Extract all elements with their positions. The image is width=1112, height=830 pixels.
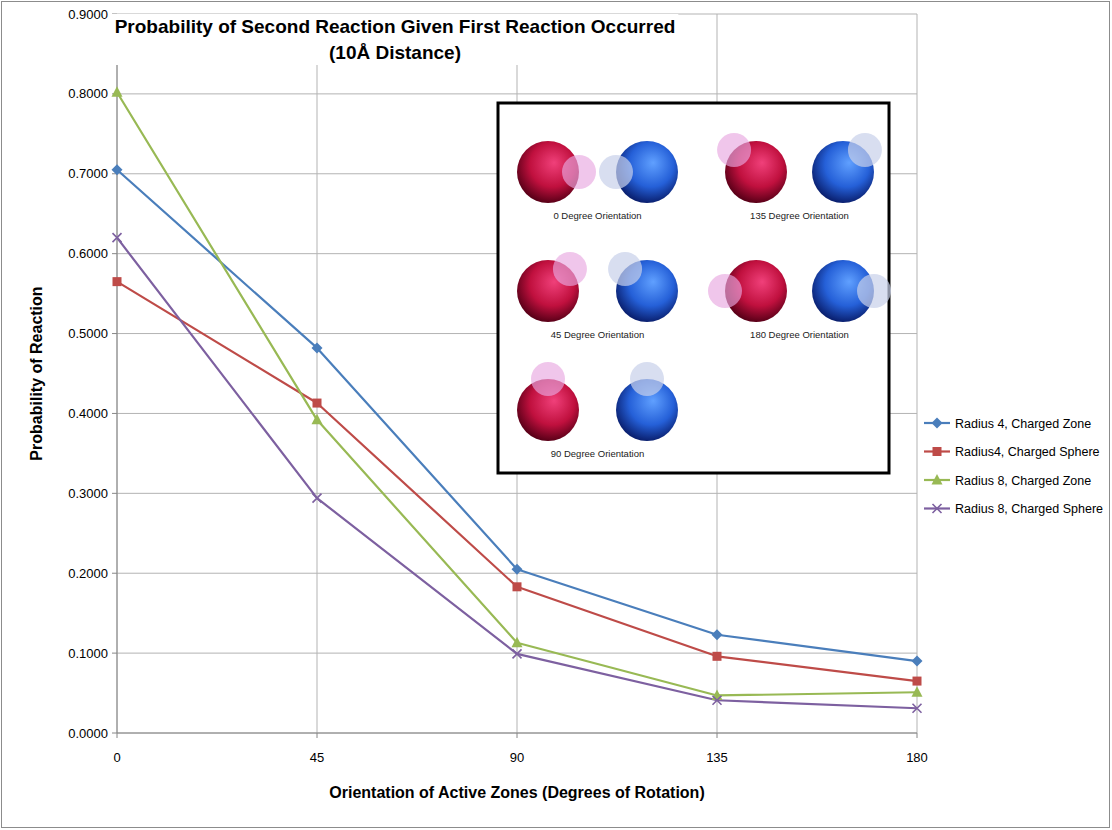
blue-active-zone (857, 274, 891, 308)
marker (912, 656, 923, 667)
y-axis (117, 14, 118, 733)
legend-marker-shape (932, 418, 943, 429)
inset-label: 180 Degree Orientation (750, 329, 849, 340)
legend-marker (932, 418, 943, 429)
y-axis-title: Probability of Reaction (28, 286, 45, 460)
marker (512, 564, 523, 575)
marker (113, 233, 122, 242)
tick-label: 0.9000 (68, 7, 108, 22)
legend-marker-shape (933, 504, 942, 513)
marker (313, 494, 322, 503)
x-ticks: 0 45 90 135 180 (113, 733, 927, 765)
legend: Radius 4, Charged Zone Radius4, Charged S… (924, 417, 1103, 517)
marker (313, 399, 322, 408)
legend-marker-shape (933, 447, 942, 456)
marker (713, 652, 722, 661)
grid-line (317, 14, 318, 733)
chart-frame (2, 2, 1110, 828)
tick (112, 413, 117, 414)
red-active-zone (531, 362, 565, 396)
tick-label: 0.7000 (68, 166, 108, 181)
tick (112, 733, 117, 734)
marker (513, 582, 522, 591)
inset-label: 0 Degree Orientation (553, 210, 641, 221)
legend-label: Radius4, Charged Sphere (955, 445, 1100, 459)
subtitle: (10Å Distance) (329, 42, 461, 63)
tick-label: 0.5000 (68, 326, 108, 341)
legend-marker (932, 474, 943, 485)
tick (112, 573, 117, 574)
grid-line (117, 14, 118, 733)
marker (712, 629, 723, 640)
marker (312, 414, 323, 425)
marker (512, 637, 523, 648)
tick-label: 0.6000 (68, 246, 108, 261)
tick-label: 0.3000 (68, 486, 108, 501)
title-background (112, 14, 679, 65)
tick-label: 0.1000 (68, 646, 108, 661)
tick-label: 135 (706, 750, 728, 765)
tick (117, 733, 118, 738)
tick-label: 0.2000 (68, 566, 108, 581)
tick-label: 45 (310, 750, 324, 765)
orientation-diagram: 45 Degree Orientation (517, 252, 678, 340)
legend-marker-shape (932, 474, 943, 485)
tick (717, 733, 718, 738)
blue-active-zone (630, 362, 664, 396)
grid-line (917, 14, 918, 733)
legend-label: Radius 8, Charged Zone (955, 474, 1091, 488)
legend-label: Radius 8, Charged Sphere (955, 502, 1103, 516)
marker (513, 649, 522, 658)
marker (713, 696, 722, 705)
inset-label: 90 Degree Orientation (551, 448, 644, 459)
tick (917, 733, 918, 738)
legend-marker (933, 504, 942, 513)
orientation-diagram: 180 Degree Orientation (708, 260, 891, 340)
title-group: Probability of Second Reaction Given Fir… (112, 14, 679, 65)
x-axis-title: Orientation of Active Zones (Degrees of … (329, 784, 704, 801)
marker (112, 86, 123, 97)
tick-label: 0 (113, 750, 120, 765)
marker (312, 342, 323, 353)
tick-label: 90 (510, 750, 524, 765)
inset: 0 Degree Orientation 45 Degree Orientatio… (498, 103, 891, 473)
red-active-zone (717, 133, 751, 167)
blue-active-zone (608, 252, 642, 286)
tick-label: 180 (906, 750, 928, 765)
orientation-diagram: 90 Degree Orientation (517, 362, 678, 459)
red-active-zone (553, 252, 587, 286)
tick-label: 0.8000 (68, 86, 108, 101)
inset-label: 45 Degree Orientation (551, 329, 644, 340)
tick (112, 333, 117, 334)
marker (112, 164, 123, 175)
marker (913, 677, 922, 686)
tick-label: 0.4000 (68, 406, 108, 421)
tick (517, 733, 518, 738)
marker (113, 277, 122, 286)
marker (913, 704, 922, 713)
chart: 0.0000 0.1000 0.2000 0.3000 0.4000 0.5000 0.60… (0, 0, 1112, 830)
tick-label: 0.0000 (68, 726, 108, 741)
legend-label: Radius 4, Charged Zone (955, 417, 1091, 431)
grid (117, 14, 917, 733)
orientation-diagram: 135 Degree Orientation (717, 133, 882, 221)
plot-area (112, 86, 923, 712)
tick (112, 493, 117, 494)
inset-label: 135 Degree Orientation (750, 210, 849, 221)
blue-active-zone (599, 155, 633, 189)
title: Probability of Second Reaction Given Fir… (115, 16, 676, 37)
legend-marker (933, 447, 942, 456)
tick (112, 653, 117, 654)
red-active-zone (562, 155, 596, 189)
inset-frame (498, 103, 889, 473)
marker (912, 686, 923, 697)
red-active-zone (708, 274, 742, 308)
orientation-diagram: 0 Degree Orientation (517, 141, 678, 221)
tick (317, 733, 318, 738)
blue-active-zone (848, 133, 882, 167)
tick (112, 253, 117, 254)
y-ticks: 0.0000 0.1000 0.2000 0.3000 0.4000 0.5000 0.60… (68, 7, 117, 741)
marker (712, 689, 723, 700)
